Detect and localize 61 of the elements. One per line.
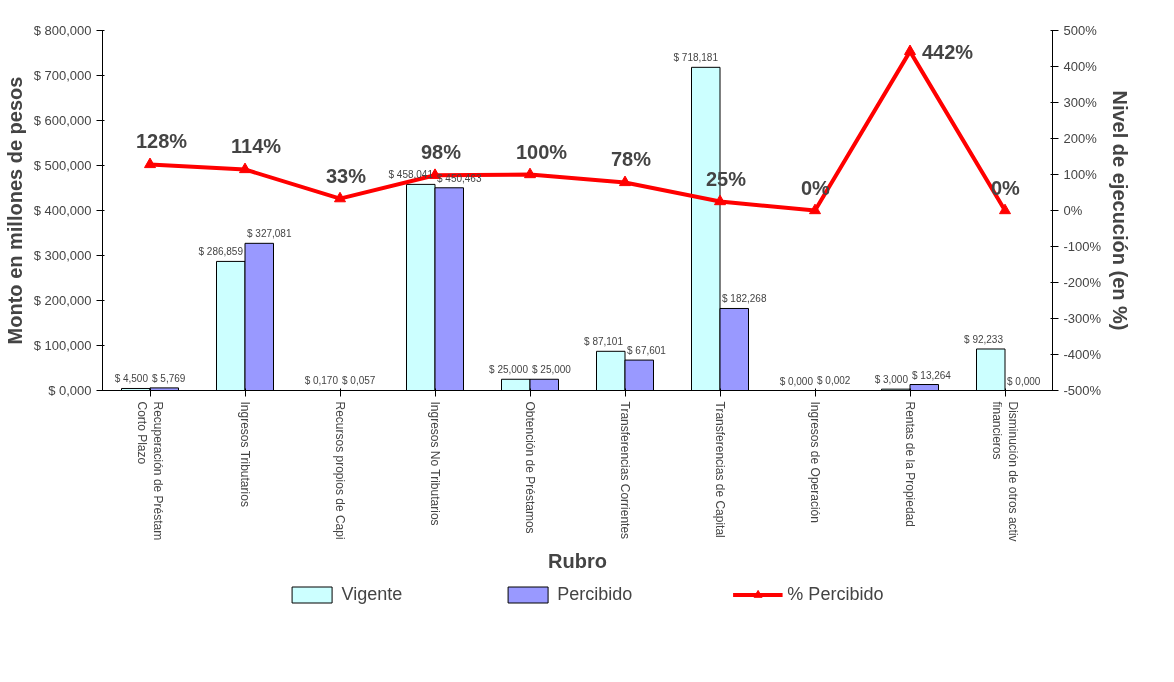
data-label: $ 25,000 [532,364,572,376]
data-label: $ 718,181 [673,52,719,64]
y2-tick-label: -100% [1063,239,1102,254]
x-tick-label: Transferencias de Capital [713,401,727,538]
y2-axis-title: Nivel de ejecución (en %) [1109,90,1132,331]
x-axis-title: Rubro [548,549,607,572]
y-tick-label: $ 600,000 [33,113,92,128]
data-label: $ 87,101 [584,336,624,348]
data-label: $ 0,170 [304,375,339,387]
y-tick-label: $ 200,000 [33,293,92,308]
y-tick-label: $ 100,000 [33,338,92,353]
y2-tick-label: -300% [1063,311,1102,326]
data-label: 114% [231,135,282,158]
x-tick-label: Recursos propios de Capi [333,401,347,540]
data-label: $ 25,000 [489,364,529,376]
y2-tick-label: -400% [1063,347,1102,362]
y-tick-label: $ 800,000 [33,23,92,38]
data-label: 442% [922,41,974,64]
y2-tick-label: 200% [1063,131,1098,146]
data-label: 98% [421,141,462,164]
data-label: $ 3,000 [874,374,909,386]
y2-tick-label: -500% [1063,383,1102,398]
y2-tick-label: 500% [1063,23,1098,38]
data-label: $ 0,057 [342,375,376,387]
data-label: 78% [611,148,652,171]
y-tick-label: $ 400,000 [33,203,92,218]
data-label: $ 67,601 [627,345,667,357]
legend-label: Vigente [341,583,403,605]
y2-tick-label: 100% [1063,167,1098,182]
data-label: $ 5,769 [152,372,186,384]
y-tick-label: $ 300,000 [33,248,92,263]
data-label: 33% [326,164,367,187]
data-label: $ 4,500 [114,373,149,385]
y2-tick-label: -200% [1063,275,1102,290]
data-label: $ 286,859 [198,246,244,258]
data-label: $ 327,081 [247,228,292,240]
y2-tick-label: 0% [1063,203,1083,218]
data-label: $ 0,002 [817,375,851,387]
x-tick-label: Recuperación de Préstam Corto Plazo [134,401,166,541]
y-axis-title: Monto en millones de pesos [3,76,26,345]
legend-label: Percibido [557,583,633,605]
data-label: 100% [516,140,568,163]
legend-label: % Percibido [787,583,884,605]
data-label: $ 0,000 [779,375,814,387]
x-tick-label: Transferencias Corrientes [618,401,632,540]
x-tick-label: Ingresos de Operación [808,401,822,523]
x-tick-label: Obtención de Préstamos [523,401,537,534]
data-label: $ 0,000 [1007,375,1041,387]
x-tick-label: Disminución de otros activ financieros [989,401,1021,542]
y-tick-label: $ 0,000 [48,383,92,398]
x-tick-label: Rentas de la Propiedad [903,401,917,527]
x-tick-label: Ingresos No Tributarios [428,401,442,526]
y2-tick-label: 300% [1063,95,1098,110]
data-label: $ 92,233 [964,334,1004,345]
x-tick-label: Ingresos Tributarios [238,401,252,507]
y-tick-label: $ 500,000 [33,158,92,173]
data-label: $ 13,264 [912,369,952,381]
y2-tick-label: 400% [1063,59,1098,74]
y-tick-label: $ 700,000 [33,68,92,83]
data-label: $ 182,268 [722,293,767,305]
data-label: 128% [136,130,188,153]
